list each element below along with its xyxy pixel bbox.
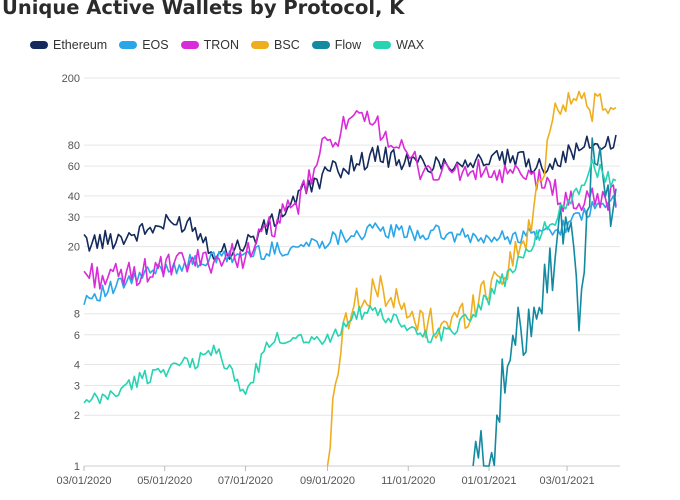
y-tick-label-80: 80 [68, 140, 80, 152]
series-line-bsc [326, 90, 617, 467]
x-tick-label-0: 03/01/2020 [56, 475, 111, 487]
y-tick-label-1: 1 [74, 461, 80, 473]
y-tick-label-40: 40 [68, 191, 80, 203]
legend-swatch-eos [119, 41, 138, 49]
y-tick-label-2: 2 [74, 410, 80, 422]
x-tick-label-6: 03/01/2021 [540, 475, 595, 487]
series-line-eos [83, 194, 617, 306]
y-tick-label-60: 60 [68, 161, 80, 173]
legend-swatch-bsc [251, 41, 270, 49]
series-line-wax [83, 158, 617, 405]
x-tick-label-3: 09/01/2020 [300, 475, 355, 487]
y-tick-label-4: 4 [74, 359, 80, 371]
chart-title: Unique Active Wallets by Protocol, K [2, 0, 405, 19]
series-line-ethereum [83, 134, 617, 260]
legend-label-bsc: BSC [274, 38, 300, 52]
legend-swatch-tron [180, 41, 199, 49]
y-tick-label-8: 8 [74, 309, 80, 321]
y-tick-label-6: 6 [74, 330, 80, 342]
legend-label-flow: Flow [334, 38, 362, 52]
x-tick-label-4: 11/01/2020 [381, 475, 435, 487]
series-line-tron [83, 110, 617, 290]
legend-label-eos: EOS [142, 38, 169, 52]
legend-item-wax[interactable]: WAX [373, 38, 424, 52]
series-line-flow [472, 137, 617, 467]
x-tick-label-1: 05/01/2020 [137, 475, 192, 487]
legend-label-ethereum: Ethereum [53, 38, 108, 52]
legend-item-eos[interactable]: EOS [119, 38, 169, 52]
legend-swatch-ethereum [30, 41, 48, 49]
x-tick-label-2: 07/01/2020 [218, 475, 273, 487]
legend-swatch-flow [311, 41, 330, 49]
y-tick-label-20: 20 [68, 242, 80, 254]
legend-swatch-wax [373, 41, 392, 49]
legend-label-wax: WAX [396, 38, 425, 52]
y-tick-label-3: 3 [74, 381, 80, 393]
y-tick-label-30: 30 [68, 212, 80, 224]
y-tick-label-200: 200 [62, 73, 80, 85]
legend-item-tron[interactable]: TRON [180, 38, 240, 52]
legend-label-tron: TRON [203, 38, 240, 52]
legend-item-bsc[interactable]: BSC [251, 38, 300, 52]
legend-item-ethereum[interactable]: Ethereum [30, 38, 107, 52]
x-tick-label-5: 01/01/2021 [461, 475, 516, 487]
legend: Ethereum EOS TRON BSC Flow WAX [30, 38, 436, 52]
legend-item-flow[interactable]: Flow [311, 38, 362, 52]
